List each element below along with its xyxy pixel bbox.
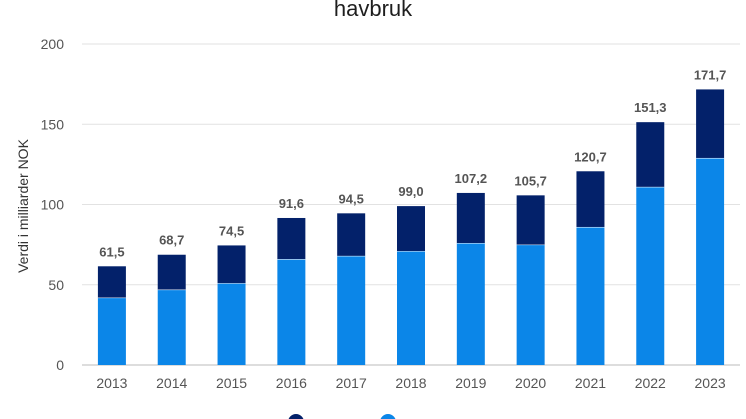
y-tick-label: 100 bbox=[41, 197, 65, 213]
x-tick-label: 2014 bbox=[156, 375, 187, 391]
x-tick-label: 2017 bbox=[336, 375, 367, 391]
x-tick-label: 2018 bbox=[395, 375, 426, 391]
x-tick-label: 2020 bbox=[515, 375, 546, 391]
data-label: 120,7 bbox=[574, 149, 607, 164]
y-tick-label: 0 bbox=[56, 357, 64, 373]
bar-segment bbox=[397, 206, 425, 252]
bars: 61,5 68,7 74,5 91,6 94,5 99,0 107,2 105,7 120,7 1… bbox=[97, 67, 727, 365]
data-label: 107,2 bbox=[455, 171, 488, 186]
bar-segment bbox=[97, 266, 126, 298]
data-label: 61,5 bbox=[99, 244, 124, 259]
bar-segment bbox=[337, 213, 366, 256]
data-label: 171,7 bbox=[694, 67, 727, 82]
data-label: 74,5 bbox=[219, 223, 244, 238]
legend bbox=[288, 414, 396, 419]
bar-segment bbox=[696, 89, 725, 158]
legend-marker bbox=[380, 414, 396, 419]
x-tick-label: 2019 bbox=[455, 375, 486, 391]
bar-segment bbox=[277, 217, 306, 260]
bar-segment bbox=[456, 192, 485, 244]
y-axis: 0 50 100 150 200 bbox=[41, 36, 65, 373]
x-tick-label: 2016 bbox=[276, 375, 307, 391]
y-tick-label: 150 bbox=[41, 116, 65, 132]
bar-segment bbox=[157, 289, 186, 365]
data-label: 99,0 bbox=[398, 184, 423, 199]
data-label: 68,7 bbox=[159, 233, 184, 248]
data-label: 94,5 bbox=[339, 191, 364, 206]
bar-segment bbox=[516, 195, 545, 245]
legend-marker bbox=[288, 414, 304, 419]
bar-segment bbox=[217, 283, 246, 365]
x-tick-label: 2022 bbox=[635, 375, 666, 391]
bar-segment bbox=[157, 254, 186, 290]
x-tick-label: 2023 bbox=[695, 375, 726, 391]
bar-segment bbox=[456, 243, 485, 365]
bar-segment bbox=[576, 226, 605, 365]
bar-segment bbox=[97, 297, 126, 365]
data-label: 105,7 bbox=[514, 173, 547, 188]
data-label: 151,3 bbox=[634, 100, 667, 115]
x-tick-label: 2021 bbox=[575, 375, 606, 391]
bar-segment bbox=[516, 244, 545, 365]
bar-segment bbox=[576, 171, 605, 227]
x-axis: 2013 2014 2015 2016 2017 2018 2019 2020 2021 2022… bbox=[96, 375, 726, 391]
bar-segment bbox=[397, 251, 425, 365]
bar-segment bbox=[277, 259, 306, 365]
bar-segment bbox=[337, 255, 366, 365]
y-tick-label: 200 bbox=[41, 36, 65, 52]
bar-segment bbox=[636, 122, 665, 187]
bar-segment bbox=[636, 186, 665, 365]
data-label: 91,6 bbox=[279, 196, 304, 211]
bar-segment bbox=[217, 245, 246, 284]
chart-title: havbruk bbox=[333, 0, 413, 21]
bar-segment bbox=[696, 157, 725, 365]
y-tick-label: 50 bbox=[48, 277, 64, 293]
y-axis-label: Verdi i milliarder NOK bbox=[15, 138, 31, 272]
x-tick-label: 2015 bbox=[216, 375, 247, 391]
x-tick-label: 2013 bbox=[96, 375, 127, 391]
